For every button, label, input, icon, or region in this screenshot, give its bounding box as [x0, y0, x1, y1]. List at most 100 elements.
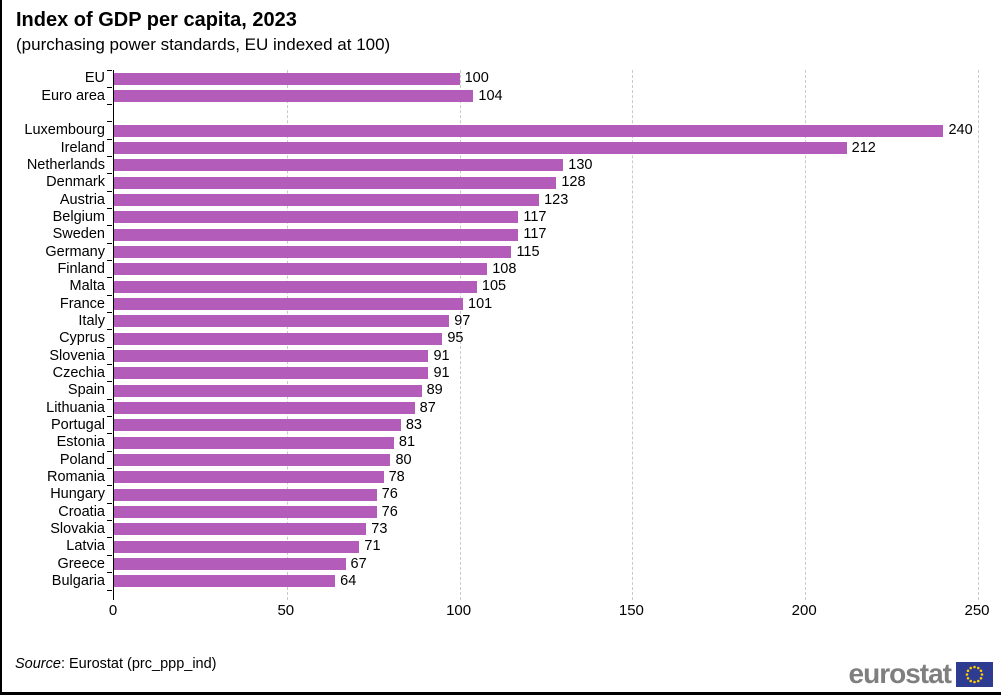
bar [114, 419, 401, 432]
bar [114, 332, 443, 345]
gridline-250 [978, 70, 979, 600]
y-axis-tick [106, 208, 112, 210]
value-label: 115 [516, 243, 540, 260]
category-label: Romania [46, 468, 105, 485]
y-axis-tick [106, 312, 112, 314]
bar-row-croatia: Croatia 76 [58, 502, 978, 520]
y-axis-tick [106, 225, 112, 227]
category-label: Austria [59, 191, 105, 208]
value-label: 83 [405, 416, 422, 433]
y-axis-tick [106, 86, 112, 88]
bar-row-luxembourg: Luxembourg 240 [24, 121, 978, 139]
bar [114, 471, 384, 484]
bar-row-portugal: Portugal 83 [51, 416, 978, 434]
bar [114, 575, 336, 588]
category-label: Lithuania [46, 399, 105, 416]
eurostat-logo-text: eurostat [848, 658, 952, 689]
y-axis-tick [106, 502, 112, 504]
bar-row-cyprus: Cyprus 95 [59, 329, 978, 347]
bar [114, 488, 377, 501]
value-label: 64 [340, 572, 357, 589]
page-subtitle: (purchasing power standards, EU indexed … [16, 35, 391, 54]
category-label: Hungary [50, 486, 105, 503]
bar [114, 367, 429, 380]
x-tick-label-50: 50 [277, 602, 295, 619]
bar-row-ireland: Ireland 212 [61, 138, 978, 156]
chart-header: Index of GDP per capita, 2023 (purchasin… [16, 8, 390, 55]
bar [114, 124, 944, 137]
value-label: 128 [561, 174, 586, 191]
value-label: 81 [398, 434, 416, 451]
y-axis-tick [106, 381, 112, 383]
value-label: 87 [419, 399, 436, 416]
y-axis-tick [106, 104, 112, 106]
y-axis-tick [106, 277, 112, 279]
x-tick-label-100: 100 [446, 602, 472, 619]
y-axis-tick [106, 242, 112, 244]
category-label: Spain [67, 382, 105, 399]
bar-row-netherlands: Netherlands 130 [27, 156, 978, 174]
gridline-100 [459, 70, 461, 600]
value-label: 95 [447, 330, 464, 347]
value-label: 104 [478, 87, 503, 104]
category-label: Slovakia [50, 520, 105, 537]
value-label: 105 [481, 278, 507, 295]
y-axis-tick [106, 468, 112, 470]
bar [114, 523, 367, 536]
category-label: Bulgaria [51, 572, 105, 589]
category-label: Estonia [56, 434, 105, 451]
y-axis-tick [106, 329, 112, 331]
x-tick-label-0: 0 [108, 602, 118, 619]
bar-row-greece: Greece 67 [57, 554, 978, 572]
bar [114, 540, 360, 553]
bar-row-slovakia: Slovakia 73 [50, 520, 978, 538]
y-axis-tick [106, 537, 112, 539]
value-label: 117 [523, 209, 547, 226]
category-label: Cyprus [59, 330, 105, 347]
category-label: Poland [59, 451, 105, 468]
category-label: Netherlands [26, 157, 105, 174]
value-label: 76 [381, 486, 398, 503]
y-axis-tick [106, 294, 112, 296]
bar [114, 89, 474, 102]
value-label: 108 [492, 261, 517, 278]
category-label: Luxembourg [24, 122, 105, 139]
bar-row-austria: Austria 123 [60, 190, 978, 208]
gridline-150 [632, 70, 634, 600]
value-label: 91 [433, 364, 450, 381]
value-label: 117 [523, 226, 547, 243]
value-label: 91 [433, 347, 450, 364]
source-note: Source: Eurostat (prc_ppp_ind) [15, 656, 217, 672]
bar-row-eu: EU 100 [85, 69, 978, 87]
category-label: EU [84, 70, 105, 87]
y-axis-tick [106, 398, 112, 400]
bar [114, 159, 564, 172]
bar [114, 436, 394, 449]
category-label: Latvia [66, 538, 105, 555]
bar [114, 297, 464, 310]
y-axis-tick [106, 121, 112, 123]
bar [114, 228, 519, 241]
bar [114, 263, 488, 276]
bar-row-france: France 101 [60, 294, 978, 312]
category-label: Denmark [46, 174, 105, 191]
value-label: 97 [454, 313, 471, 329]
spacer-row [106, 104, 978, 122]
y-axis-tick [106, 416, 112, 418]
value-label: 212 [851, 139, 876, 156]
x-tick-label-250: 250 [964, 602, 990, 619]
value-label: 73 [371, 520, 388, 537]
bar [114, 315, 450, 328]
category-label: Czechia [52, 364, 105, 381]
y-axis-tick [106, 156, 112, 158]
y-axis-tick [106, 173, 112, 175]
category-label: Germany [45, 243, 105, 260]
category-label: Finland [57, 261, 105, 278]
bar-row-finland: Finland 108 [57, 260, 978, 278]
value-label: 89 [426, 382, 443, 399]
category-label: Greece [57, 555, 105, 572]
bar-row-estonia: Estonia 81 [57, 433, 978, 451]
y-axis-tick [106, 450, 112, 452]
bar [114, 280, 477, 293]
category-label: Malta [69, 278, 105, 295]
